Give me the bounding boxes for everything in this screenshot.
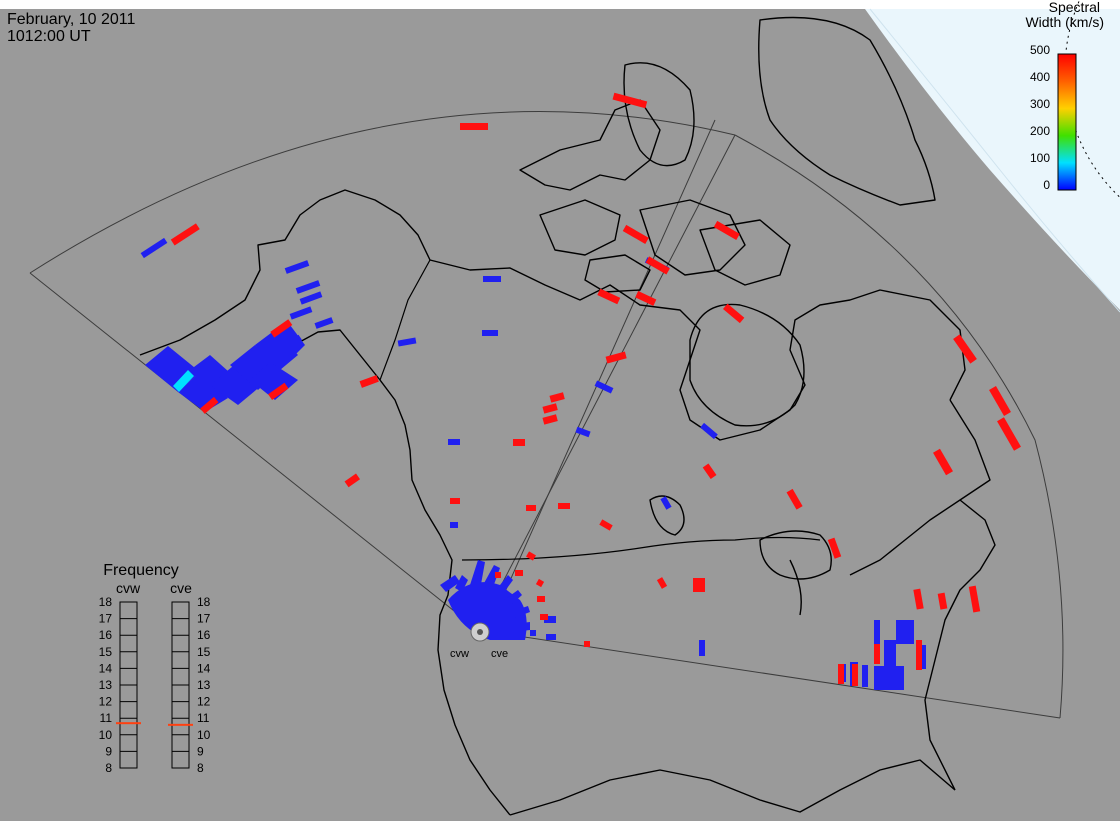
- time-label: 1012:00 UT: [7, 28, 91, 45]
- polar-cap-region: [865, 9, 1120, 310]
- radar-label-cve: cve: [491, 648, 508, 660]
- scale-title-line2: Width (km/s): [1025, 14, 1104, 30]
- frequency-tick-label-left: 13: [99, 678, 113, 692]
- scale-tick: 100: [1030, 151, 1050, 165]
- frequency-panel: Frequency cvw cve 18 18 17 17 16 16 15 15 14 14 13…: [99, 562, 211, 775]
- frequency-marker-cve: [168, 723, 193, 726]
- frequency-tick-label-left: 16: [99, 628, 113, 642]
- frequency-ticks: 18 18 17 17 16 16 15 15 14 14 13 13 12 12 11 11 10 10 9 9 8 8: [99, 595, 211, 775]
- scale-tick: 300: [1030, 97, 1050, 111]
- frequency-title: Frequency: [103, 562, 179, 579]
- frequency-radar-label-cve: cve: [170, 580, 192, 596]
- scale-tick: 200: [1030, 124, 1050, 138]
- top-white-strip: [0, 0, 1120, 9]
- backscatter-cyan-cell: [173, 370, 194, 392]
- backscatter-blue-cells: [140, 237, 718, 656]
- scale-title-line1: Spectral: [1049, 0, 1100, 15]
- scale-tick: 400: [1030, 70, 1050, 84]
- frequency-tick-label-left: 11: [100, 711, 113, 725]
- radar-field-of-view: [29, 111, 1064, 719]
- frequency-tick-label-right: 11: [197, 711, 210, 725]
- frequency-tick-label-left: 8: [105, 761, 112, 775]
- frequency-tick-label-right: 12: [197, 695, 211, 709]
- frequency-tick-label-right: 18: [197, 595, 211, 609]
- radar-site-center: [477, 629, 483, 635]
- frequency-tick-label-left: 14: [99, 661, 113, 675]
- frequency-tick-label-right: 16: [197, 628, 211, 642]
- frequency-tick-label-left: 18: [99, 595, 113, 609]
- frequency-radar-label-cvw: cvw: [116, 580, 141, 596]
- borders: [379, 259, 821, 561]
- frequency-tick-label-left: 17: [99, 612, 113, 626]
- backscatter-blue-cluster-radar: [440, 560, 556, 640]
- date-label: February, 10 2011: [7, 11, 135, 28]
- frequency-tick-label-right: 13: [197, 678, 211, 692]
- coastlines: [139, 16, 996, 816]
- frequency-tick-label-right: 17: [197, 612, 211, 626]
- backscatter-red-cells: [170, 92, 1021, 686]
- spectral-width-scale: Spectral Width (km/s) 500 400 300 200 10…: [1025, 0, 1104, 192]
- frequency-marker-cvw: [116, 722, 141, 725]
- scale-tick: 0: [1043, 178, 1050, 192]
- polar-cap-boundary: [869, 8, 1120, 313]
- frequency-tick-label-right: 10: [197, 728, 211, 742]
- scale-tick: 500: [1030, 43, 1050, 57]
- frequency-tick-label-left: 15: [99, 645, 113, 659]
- frequency-tick-label-left: 12: [99, 695, 113, 709]
- frequency-tick-label-left: 10: [99, 728, 113, 742]
- scale-colorbar: [1057, 53, 1077, 191]
- frequency-tick-label-right: 8: [197, 761, 204, 775]
- radar-sites: cvw cve: [450, 622, 508, 660]
- frequency-tick-label-right: 14: [197, 661, 211, 675]
- frequency-tick-label-right: 15: [197, 645, 211, 659]
- radar-label-cvw: cvw: [450, 648, 469, 660]
- frequency-tick-label-right: 9: [197, 744, 204, 758]
- frequency-tick-label-left: 9: [105, 744, 112, 758]
